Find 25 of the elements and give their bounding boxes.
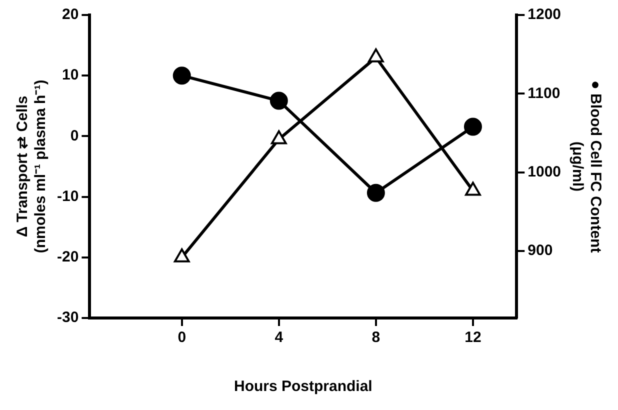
- point: [174, 248, 190, 262]
- point: [465, 182, 481, 196]
- y-tick-label: 0: [70, 127, 79, 144]
- point: [270, 92, 288, 110]
- y-tick-label: -10: [56, 188, 79, 205]
- y-tick-label: 10: [62, 66, 79, 84]
- x-tick-label: 12: [464, 329, 482, 346]
- x-tick-label: 0: [178, 329, 186, 346]
- x-tick-label: 4: [274, 329, 284, 346]
- y2-axis-title: ● Blood Cell FC Content (μg/ml): [568, 80, 604, 253]
- y2-tick-label: 1200: [528, 6, 562, 24]
- y-tick-label: -30: [56, 309, 79, 326]
- point: [366, 184, 385, 202]
- y-tick-label: 20: [62, 6, 79, 24]
- y2-tick-label: 900: [528, 242, 553, 260]
- point: [368, 48, 384, 62]
- x-tick-label: 8: [372, 329, 380, 346]
- point: [270, 130, 287, 144]
- y2-tick-label: 1000: [528, 164, 562, 181]
- y-axis-title: Δ Transport ⇄ Cells (nmoles ml⁻¹ plasma h⁻¹): [14, 80, 50, 254]
- x-axis-title: Hours Postprandial: [234, 378, 372, 396]
- y2-tick-label: 1100: [528, 84, 560, 102]
- y-tick-label: -20: [56, 248, 79, 266]
- point: [464, 118, 482, 136]
- point: [172, 66, 191, 85]
